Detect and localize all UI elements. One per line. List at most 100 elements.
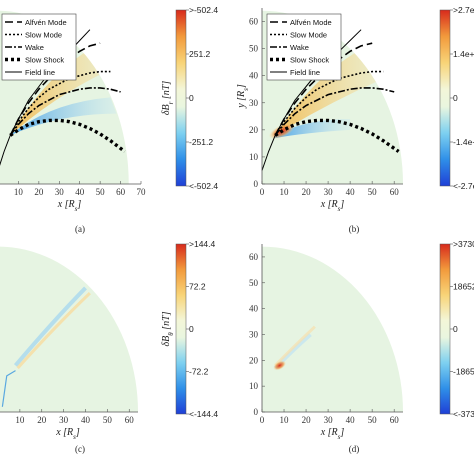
colorbar-tick-label: 0 [453,324,458,334]
negative-band [13,286,87,367]
y-tick-label: 40 [249,71,259,81]
field-structures [1,286,91,407]
legend-entry: Slow Mode [290,31,327,40]
y-tick-label: 0 [254,179,259,189]
x-tick-label: 10 [280,187,290,197]
y-tick-label: 60 [249,17,259,27]
colorbar-tick-label: 1.4e+1 [453,49,474,59]
chart-panel: 10 20 30 40 50 60 70 x [Rs] Alfvén Mode Slow Mode… [0,5,218,234]
colorbar-tick-label: 72.2 [189,282,206,292]
colorbar-tick-label: >2.7e [453,5,474,15]
x-tick-label: 40 [346,415,356,425]
x-tick-label: 20 [34,187,44,197]
y-tick-label: 20 [249,355,259,365]
legend-entry: Alfvén Mode [25,18,67,27]
legend-entry: Field line [290,68,320,77]
field-trace [1,370,16,407]
colorbar-tick-label: >144.4 [189,239,216,249]
colorbar-label: δBr [nT] [161,81,175,115]
x-tick-label: 10 [14,187,24,197]
x-tick-label: 50 [103,415,113,425]
colorbar-tick-label: 251.2 [189,49,211,59]
positive-band [16,292,91,370]
legend-entry: Slow Shock [290,56,329,65]
legend-entry: Wake [290,43,309,52]
panel-label: (b) [349,224,360,234]
colorbar-tick-label: <-144.4 [189,409,218,419]
series-line [9,87,121,136]
x-tick-label: 20 [37,415,47,425]
field-background [262,246,403,412]
x-axis-label: x [Rs] [320,427,345,441]
colorbar-tick-label: <-37305 [453,409,474,419]
legend-entry: Wake [25,43,44,52]
colorbar-tick-label: 0 [453,93,458,103]
x-tick-label: 50 [96,187,106,197]
series-line [274,87,395,136]
positive-band [10,43,121,136]
y-tick-label: 40 [249,304,259,314]
colorbar-tick-label: -72.2 [189,367,209,377]
colorbar-tick-label: 0 [189,324,194,334]
colorbar [439,9,451,187]
x-tick-label: 50 [368,415,378,425]
x-tick-label: 20 [302,415,312,425]
panel-label: (d) [349,444,360,454]
legend-entry: Alfvén Mode [290,18,332,27]
negative-band [10,97,117,136]
negative-band [275,119,351,138]
colorbar [175,243,187,415]
field-structures [10,43,121,136]
x-tick-label: 40 [346,187,356,197]
colorbar-tick-label: <-502.4 [189,181,218,191]
colorbar-tick-label: -1.4e+1 [453,137,474,147]
legend-entry: Slow Mode [25,31,62,40]
colorbar-label: δBθ [nT] [161,311,175,346]
x-tick-label: 0 [260,187,265,197]
y-tick-label: 50 [249,44,259,54]
chart-panel: 0 10 20 30 40 50 60 0 10 20 30 40 50 60 x [Rs] >37305 18… [249,239,474,454]
legend-entry: Field line [25,68,55,77]
x-axis-label: x [Rs] [57,199,82,213]
field-structures [273,325,316,371]
source-hotspot [273,360,287,371]
panel-label: (a) [75,224,85,234]
series-line [274,70,384,136]
panel-label: (c) [75,444,85,454]
x-axis-label: x [Rs] [55,427,80,441]
colorbar-tick-label: >37305 [453,239,474,249]
x-tick-label: 60 [125,415,135,425]
positive-band [275,43,390,136]
x-tick-label: 60 [390,415,400,425]
x-tick-label: 70 [137,187,147,197]
x-tick-label: 30 [55,187,65,197]
series-line [9,70,111,136]
x-tick-label: 30 [324,415,334,425]
x-tick-label: 60 [390,187,400,197]
x-axis-label: x [Rs] [320,199,345,213]
x-tick-label: 40 [75,187,85,197]
colorbar-tick-label: <-2.7e [453,181,474,191]
y-tick-label: 10 [249,381,259,391]
chart-panel: 10 20 30 40 50 60 x [Rs] >144.4 72.2 0 -72.2 <-144.… [0,239,218,454]
colorbar-tick-label: 18652 [453,282,474,292]
colorbar-tick-label: -18652 [453,367,474,377]
y-tick-label: 50 [249,278,259,288]
x-tick-label: 30 [59,415,69,425]
x-tick-label: 10 [280,415,290,425]
y-tick-label: 30 [249,329,259,339]
legend-entry: Slow Shock [25,56,64,65]
colorbar-tick-label: -251.2 [189,137,213,147]
y-tick-label: 10 [249,152,259,162]
field-background [0,246,138,412]
x-tick-label: 60 [116,187,126,197]
x-tick-label: 0 [260,415,265,425]
colorbar-tick-label: >-502.4 [189,5,218,15]
colorbar [175,9,187,187]
series-line [9,118,126,153]
colorbar-tick-label: 0 [189,93,194,103]
y-tick-label: 0 [254,407,259,417]
x-tick-label: 20 [302,187,312,197]
x-tick-label: 10 [15,415,25,425]
